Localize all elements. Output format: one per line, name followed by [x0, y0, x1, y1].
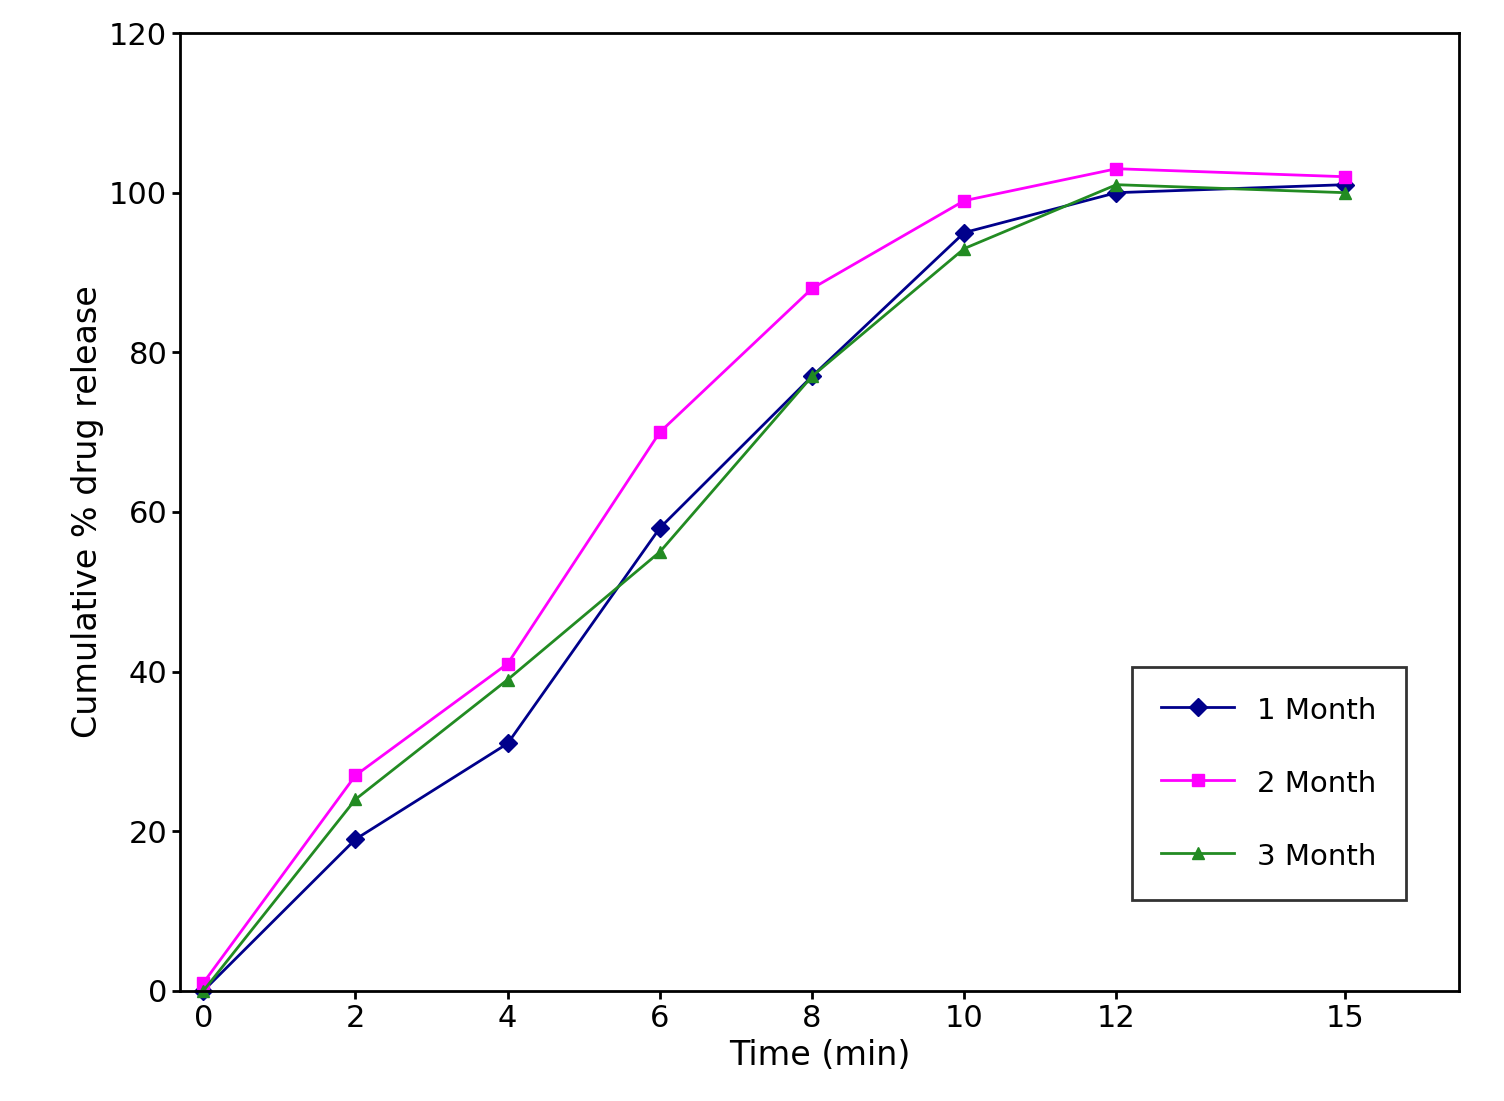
3 Month [651, 545, 669, 558]
1 Month [1107, 186, 1125, 199]
2 Month [346, 768, 364, 782]
1 Month [955, 226, 973, 239]
2 Month [499, 657, 517, 671]
2 Month [651, 426, 669, 439]
1 Month [651, 522, 669, 535]
3 Month [499, 673, 517, 686]
Y-axis label: Cumulative % drug release: Cumulative % drug release [71, 285, 104, 739]
Line: 2 Month: 2 Month [197, 163, 1351, 989]
2 Month [194, 977, 212, 990]
Line: 1 Month: 1 Month [197, 178, 1351, 998]
2 Month [955, 194, 973, 207]
3 Month [1336, 186, 1354, 199]
2 Month [1336, 171, 1354, 184]
1 Month [194, 984, 212, 998]
1 Month [803, 370, 821, 383]
1 Month [499, 737, 517, 750]
2 Month [803, 282, 821, 295]
X-axis label: Time (min): Time (min) [729, 1038, 910, 1071]
2 Month [1107, 162, 1125, 175]
Line: 3 Month: 3 Month [197, 178, 1351, 998]
3 Month [803, 370, 821, 383]
Legend: 1 Month, 2 Month, 3 Month: 1 Month, 2 Month, 3 Month [1133, 667, 1406, 900]
3 Month [346, 793, 364, 806]
1 Month [346, 832, 364, 846]
3 Month [194, 984, 212, 998]
3 Month [955, 242, 973, 255]
1 Month [1336, 178, 1354, 192]
3 Month [1107, 178, 1125, 192]
